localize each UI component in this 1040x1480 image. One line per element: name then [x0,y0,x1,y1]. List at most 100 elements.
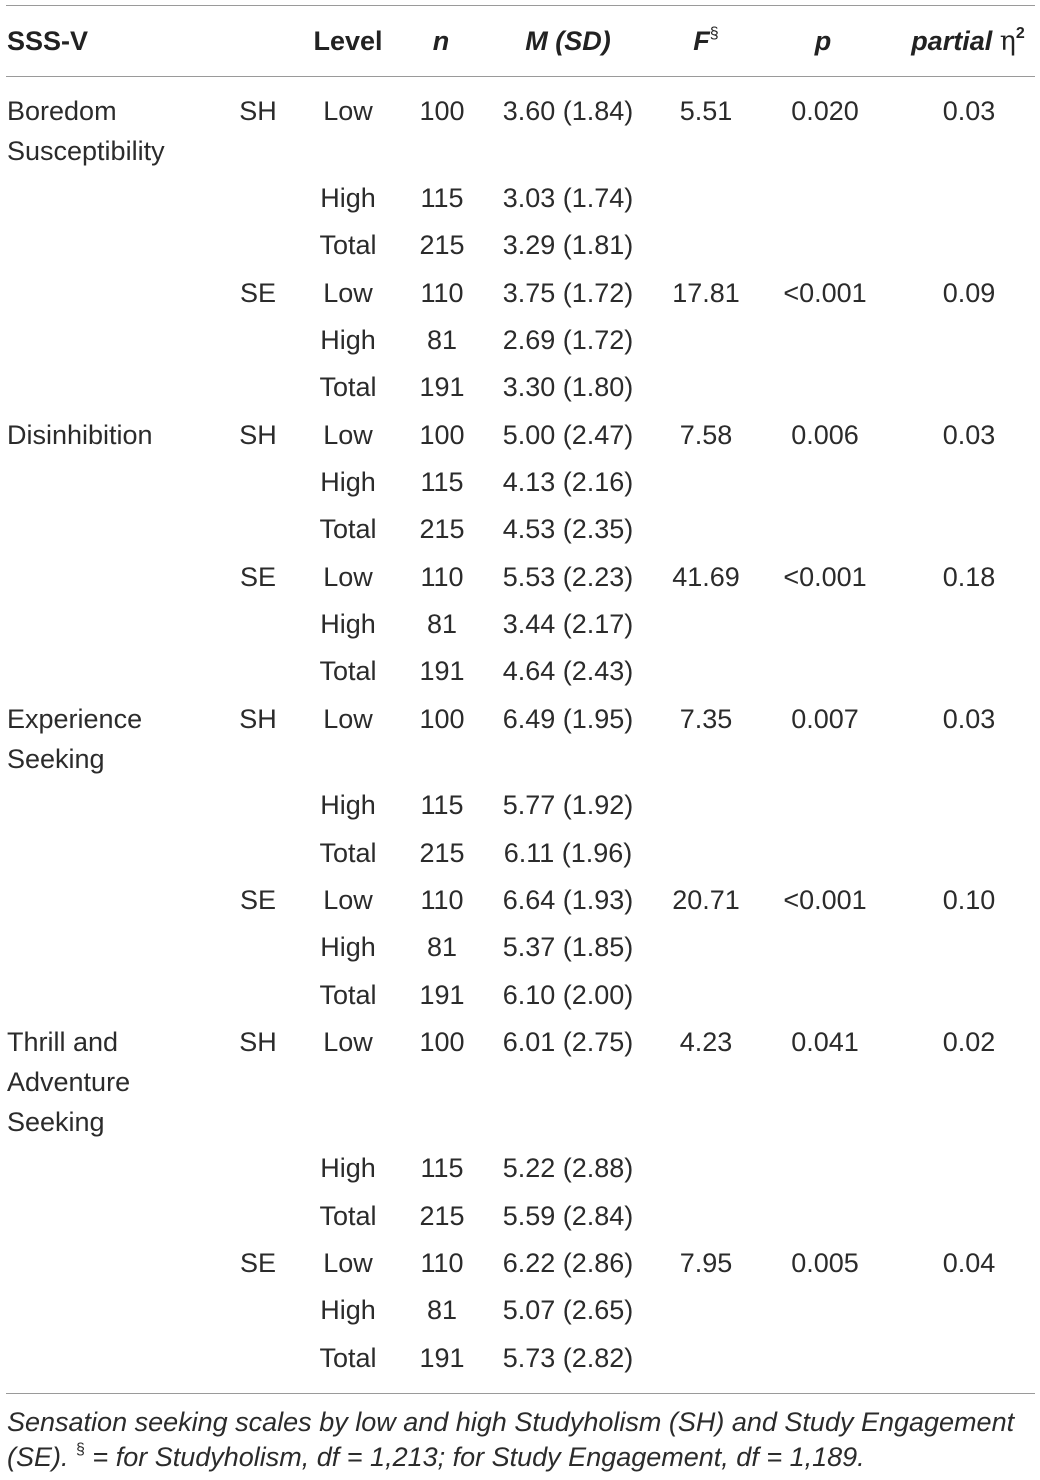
cell-n: 110 [420,1248,464,1278]
cell-level: High [320,325,376,355]
cell-mean-sd: 6.10 (2.00) [502,980,634,1010]
cell-partial-eta: 0.04 [942,1248,996,1278]
cell-n: 110 [420,562,464,592]
cell-level: Total [319,514,377,544]
cell-group: SE [239,1248,277,1278]
cell-mean-sd: 4.13 (2.16) [502,467,634,497]
cell-scale-continued: Seeking [7,1107,105,1137]
cell-f: 20.71 [672,885,740,915]
header-mean-sd: M (SD) [525,26,611,56]
cell-level: Total [319,656,377,686]
cell-mean-sd: 3.44 (2.17) [502,609,634,639]
cell-level: Low [323,96,373,126]
cell-n: 81 [426,1295,458,1325]
cell-scale: Thrill and [7,1027,119,1057]
cell-level: High [320,1295,376,1325]
header-partial-label: partial [911,26,1000,56]
top-rule [6,5,1035,6]
header-rule [6,76,1035,77]
cell-scale: Disinhibition [7,420,153,450]
header-f-letter: F [693,26,710,56]
cell-level: Low [323,562,373,592]
cell-level: High [320,790,376,820]
cell-group: SE [239,278,277,308]
cell-level: High [320,1153,376,1183]
cell-mean-sd: 6.64 (1.93) [502,885,634,915]
cell-partial-eta: 0.09 [942,278,996,308]
cell-mean-sd: 5.37 (1.85) [502,932,634,962]
cell-level: Low [323,420,373,450]
cell-p: <0.001 [783,562,867,592]
cell-partial-eta: 0.03 [942,704,996,734]
cell-group: SH [239,420,277,450]
cell-n: 191 [419,372,465,402]
cell-mean-sd: 6.01 (2.75) [502,1027,634,1057]
cell-mean-sd: 3.60 (1.84) [502,96,634,126]
cell-mean-sd: 3.29 (1.81) [502,230,634,260]
cell-level: Low [323,278,373,308]
cell-f: 41.69 [672,562,740,592]
cell-mean-sd: 6.49 (1.95) [502,704,634,734]
cell-mean-sd: 5.22 (2.88) [502,1153,634,1183]
cell-partial-eta: 0.02 [942,1027,996,1057]
cell-partial-eta: 0.03 [942,96,996,126]
cell-mean-sd: 6.22 (2.86) [502,1248,634,1278]
cell-f: 7.35 [679,704,733,734]
header-level: Level [313,26,383,56]
cell-mean-sd: 4.64 (2.43) [502,656,634,686]
cell-n: 100 [419,704,465,734]
cell-n: 115 [420,183,464,213]
cell-f: 17.81 [672,278,740,308]
cell-level: High [320,609,376,639]
cell-n: 115 [420,790,464,820]
cell-group: SH [239,96,277,126]
cell-level: Low [323,1027,373,1057]
cell-level: Total [319,838,377,868]
cell-level: High [320,183,376,213]
cell-mean-sd: 5.73 (2.82) [502,1343,634,1373]
cell-mean-sd: 3.03 (1.74) [502,183,634,213]
header-scale: SSS-V [7,26,89,56]
cell-scale: Experience [7,704,143,734]
cell-mean-sd: 4.53 (2.35) [502,514,634,544]
cell-mean-sd: 5.59 (2.84) [502,1201,634,1231]
cell-partial-eta: 0.10 [942,885,996,915]
cell-n: 81 [426,609,458,639]
cell-n: 110 [420,885,464,915]
cell-mean-sd: 3.30 (1.80) [502,372,634,402]
cell-n: 115 [420,467,464,497]
cell-p: <0.001 [783,278,867,308]
cell-n: 81 [426,932,458,962]
cell-scale-continued: Susceptibility [7,136,165,166]
cell-n: 191 [419,1343,465,1373]
cell-level: Total [319,230,377,260]
note-line-2: (SE). § = for Studyholism, df = 1,213; f… [7,1440,1037,1475]
cell-mean-sd: 5.07 (2.65) [502,1295,634,1325]
note-line-2-a: (SE). [7,1442,77,1472]
header-partial-eta: partial η2 [911,22,1025,61]
cell-n: 115 [420,1153,464,1183]
cell-mean-sd: 5.53 (2.23) [502,562,634,592]
cell-group: SH [239,1027,277,1057]
table-note: Sensation seeking scales by low and high… [7,1405,1037,1475]
cell-group: SE [239,562,277,592]
cell-level: High [320,932,376,962]
eta-exponent: 2 [1015,25,1025,42]
cell-level: Total [319,1343,377,1373]
cell-partial-eta: 0.03 [942,420,996,450]
eta-symbol: η [999,26,1016,57]
cell-level: Total [319,980,377,1010]
cell-n: 215 [419,230,465,260]
note-line-1: Sensation seeking scales by low and high… [7,1407,1015,1437]
cell-n: 81 [426,325,458,355]
cell-n: 215 [419,838,465,868]
cell-f: 5.51 [679,96,733,126]
cell-group: SH [239,704,277,734]
cell-n: 191 [419,980,465,1010]
cell-level: Total [319,1201,377,1231]
note-section-mark: § [76,1441,85,1458]
cell-mean-sd: 2.69 (1.72) [502,325,634,355]
cell-mean-sd: 3.75 (1.72) [502,278,634,308]
cell-level: Low [323,704,373,734]
